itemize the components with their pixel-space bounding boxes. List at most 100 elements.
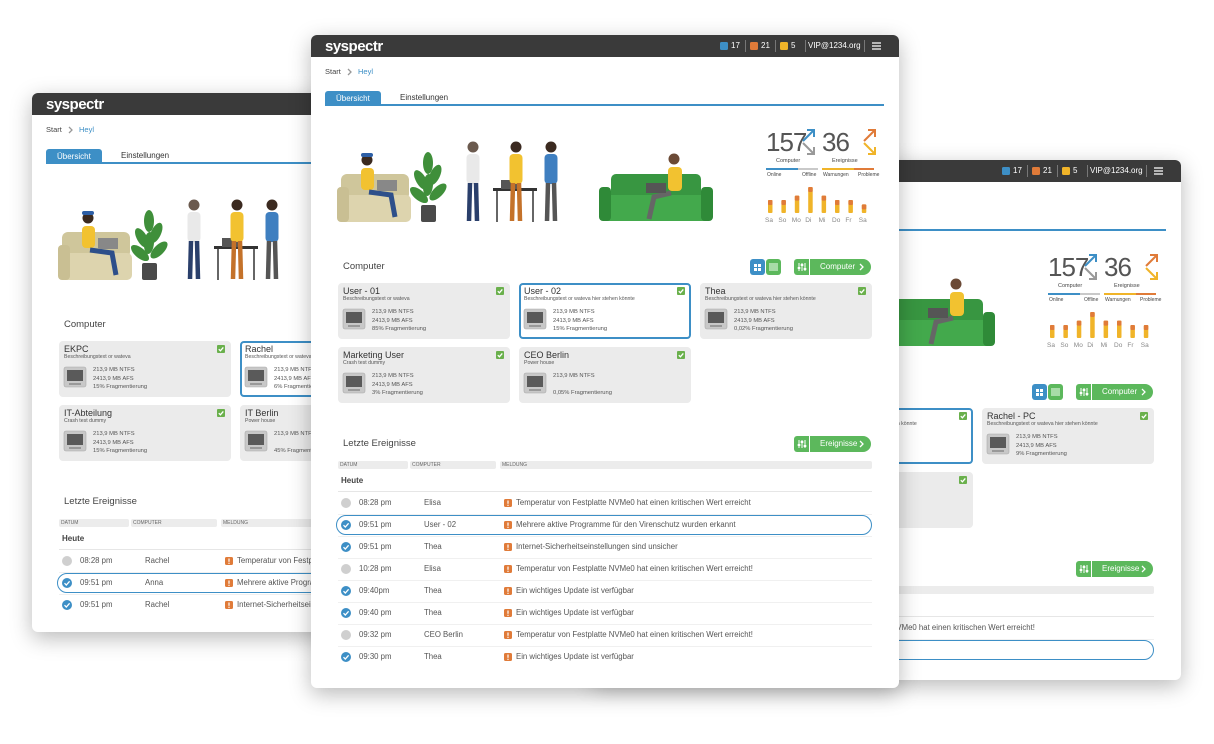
badge-count[interactable]: 5	[791, 41, 796, 50]
user-email[interactable]: VIP@1234.org	[1090, 166, 1143, 175]
action-button[interactable]: Computer	[1092, 384, 1153, 400]
badge-icon[interactable]	[1002, 167, 1010, 175]
tab-active[interactable]: Übersicht	[46, 149, 102, 163]
badge-count[interactable]: 17	[1013, 166, 1022, 175]
computer-card[interactable]: EKPC Beschreibungstext or wateva 213,9 MB …	[59, 341, 231, 397]
status-dot	[341, 542, 351, 552]
badge-icon[interactable]	[750, 42, 758, 50]
day-label: So	[778, 217, 787, 224]
check-icon	[959, 412, 967, 420]
computer-card[interactable]: Marketing User Crash test dummy 213,9 MB N…	[338, 347, 510, 403]
tab-active[interactable]: Übersicht	[325, 91, 381, 105]
chevron-icon	[859, 263, 864, 271]
stat-legend: Offline	[1084, 297, 1099, 303]
computer-icon	[342, 308, 366, 330]
computer-card[interactable]: User - 01 Beschreibungstext or wateva 213,…	[338, 283, 510, 339]
action-button-label[interactable]: Computer	[820, 262, 856, 271]
tab-underline	[325, 104, 884, 106]
action-button-label[interactable]: Ereignisse	[1102, 564, 1140, 573]
pc-base	[992, 450, 1004, 452]
plant-leaf	[144, 210, 154, 232]
computer-card[interactable]: CEO Berlin Power house 213,9 MB NTFS 0,05% …	[519, 347, 691, 403]
trend-up	[1145, 254, 1158, 267]
tab-label[interactable]: Übersicht	[57, 151, 91, 161]
badge-count[interactable]: 5	[1073, 166, 1078, 175]
activity-bar-cap	[1063, 325, 1068, 330]
action-button-label[interactable]: Ereignisse	[820, 439, 858, 448]
check-icon	[677, 287, 685, 295]
warning-dot	[228, 562, 230, 564]
badge-count[interactable]: 17	[731, 41, 740, 50]
chevron	[68, 126, 73, 134]
chevron	[859, 263, 864, 271]
badge-icon[interactable]	[1062, 167, 1070, 175]
card-stat: 213,9 MB NTFS	[372, 373, 414, 379]
logo: syspectr	[46, 96, 104, 113]
filter-button[interactable]	[1076, 384, 1091, 400]
figure-leg	[194, 240, 201, 280]
figure-torso	[544, 154, 558, 184]
illustration	[337, 141, 713, 222]
breadcrumb-current: Heyl	[79, 125, 95, 134]
figure-torso	[230, 212, 244, 242]
row-divider	[338, 536, 872, 537]
event-computer: User - 02	[424, 520, 457, 529]
tab-label[interactable]: Einstellungen	[400, 93, 449, 102]
computer-card[interactable]: Rachel - PC Beschreibungstext or wateva h…	[982, 408, 1154, 464]
computer-icon	[63, 366, 87, 388]
badge-icon[interactable]	[720, 42, 728, 50]
badge-icon[interactable]	[780, 42, 788, 50]
action-button[interactable]: Computer	[810, 259, 871, 275]
row-divider	[338, 602, 872, 603]
trend-arrows	[1084, 254, 1097, 280]
check-box	[959, 476, 967, 484]
breadcrumb-link[interactable]: Start	[46, 125, 62, 134]
chair-arm	[337, 187, 349, 222]
check-mark	[497, 288, 503, 294]
badge-count[interactable]: 21	[761, 41, 770, 50]
stat-bar-main	[822, 168, 854, 170]
action-button[interactable]: Ereignisse	[810, 436, 871, 452]
warning-icon	[504, 631, 512, 639]
header-separator	[1027, 165, 1028, 177]
column-header: MELDUNG	[223, 520, 249, 526]
computer-card[interactable]: User - 02 Beschreibungstext or wateva hie…	[519, 283, 691, 339]
figure-leg	[509, 182, 516, 222]
computer-card[interactable]: Thea Beschreibungstext or wateva hier ste…	[700, 283, 872, 339]
stat-total: 157	[766, 127, 807, 157]
filter-button[interactable]	[794, 436, 809, 452]
action-button-label[interactable]: Computer	[1102, 387, 1138, 396]
stat-bar-main	[1048, 293, 1080, 295]
status-icon	[341, 520, 351, 530]
action-button[interactable]: Ereignisse	[1092, 561, 1153, 577]
row-divider	[338, 580, 872, 581]
breadcrumb-link[interactable]: Start	[325, 67, 341, 76]
figure-torso	[187, 212, 201, 242]
section-title: Letzte Ereignisse	[343, 438, 416, 449]
stat-legend: Warnungen	[823, 172, 849, 178]
activity-bar	[1090, 312, 1095, 338]
card-stat: 213,9 MB NTFS	[553, 373, 595, 379]
card-desc: Beschreibungstext or wateva hier stehen …	[524, 296, 635, 302]
filter-button[interactable]	[1076, 561, 1091, 577]
filter-button[interactable]	[794, 259, 809, 275]
tab-label[interactable]: Übersicht	[336, 93, 370, 103]
status-check	[343, 588, 350, 594]
row-divider	[338, 624, 872, 625]
user-email[interactable]: VIP@1234.org	[808, 41, 861, 50]
badge-count[interactable]: 21	[1043, 166, 1052, 175]
pc-base	[710, 325, 722, 327]
chevron	[859, 440, 864, 448]
selected-row[interactable]	[336, 515, 872, 535]
check-icon	[217, 345, 225, 353]
event-computer: Thea	[424, 608, 442, 617]
computer-icon	[523, 372, 547, 394]
tab-label[interactable]: Einstellungen	[121, 151, 170, 160]
row-divider	[338, 646, 872, 647]
plant-leaf	[130, 244, 150, 262]
check-box	[217, 409, 225, 417]
computer-card[interactable]: IT-Abteilung Crash test dummy 213,9 MB NTF…	[59, 405, 231, 461]
trend-up-head	[1089, 254, 1097, 262]
card-stat: 213,9 MB NTFS	[1016, 434, 1058, 440]
badge-icon[interactable]	[1032, 167, 1040, 175]
